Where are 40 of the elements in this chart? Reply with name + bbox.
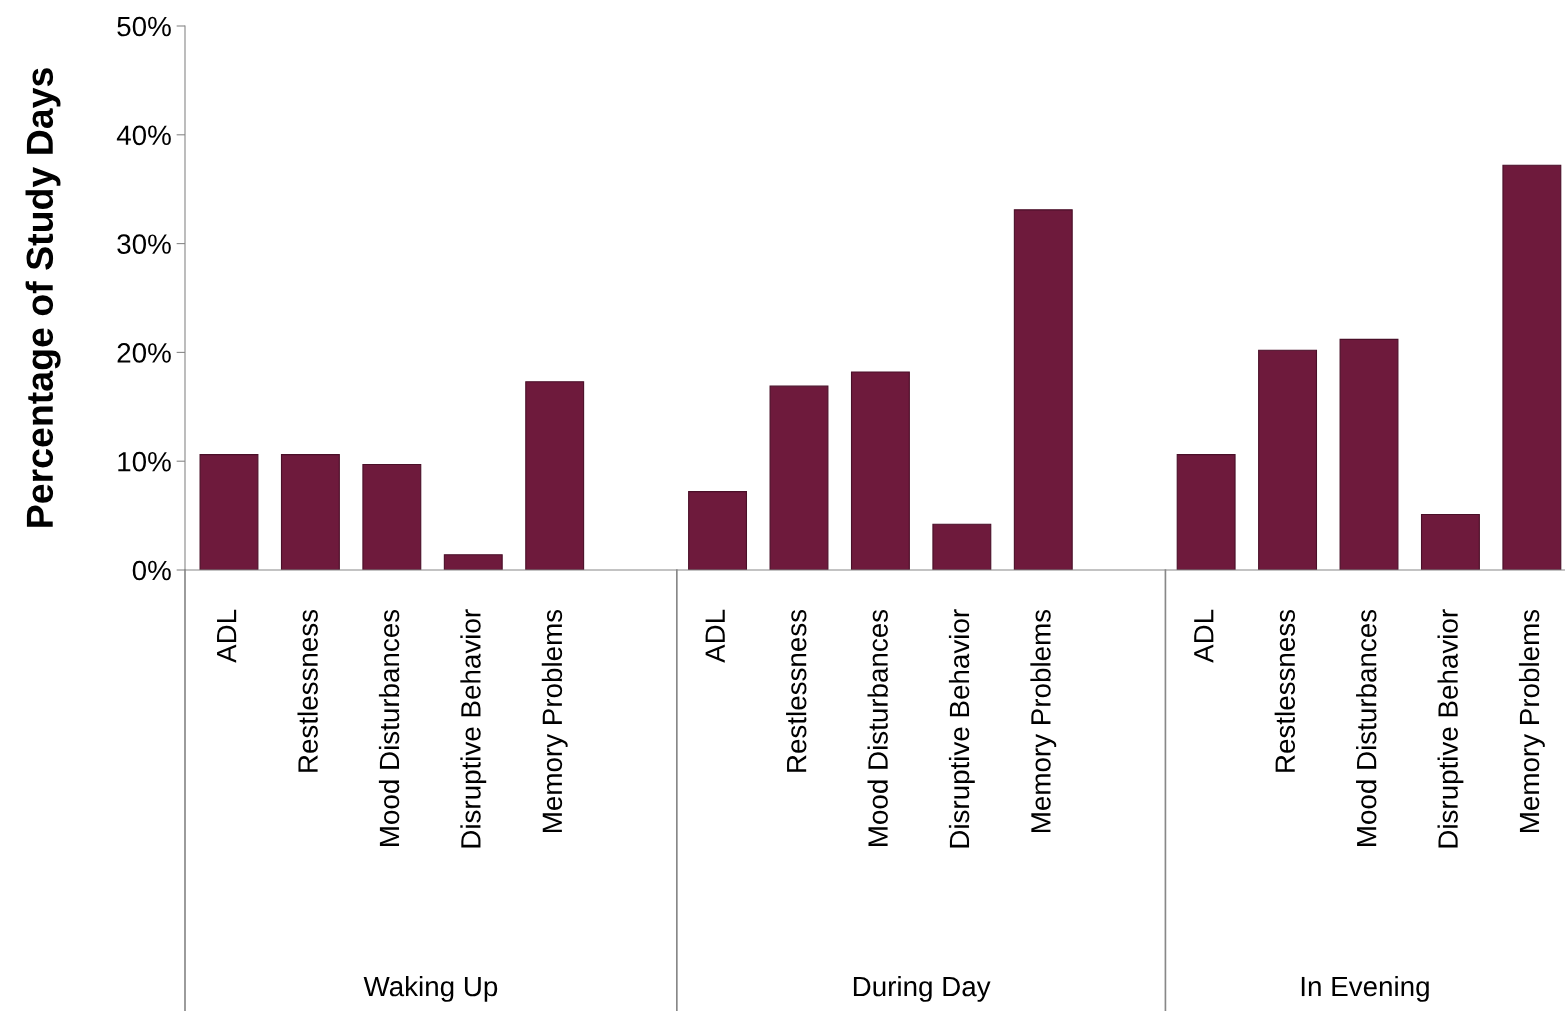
bar [362, 463, 422, 570]
x-tick-label: Disruptive Behavior [948, 609, 975, 848]
bar [1176, 454, 1236, 570]
bar [525, 381, 585, 570]
y-tick-label: 0% [132, 560, 171, 581]
x-tick-label: Mood Disturbances [867, 609, 888, 846]
text: Waking Up [363, 975, 498, 1002]
y-tick-label: 40% [116, 125, 171, 146]
x-tick-label: Memory Problems [1030, 609, 1057, 832]
x-tick-label: Restlessness [1274, 609, 1296, 772]
x-tick-label: Disruptive Behavior [1437, 609, 1464, 848]
bar [1339, 338, 1399, 570]
bar [280, 454, 340, 570]
y-tick-label: 20% [117, 343, 171, 363]
x-tick-label: Memory Problems [541, 609, 568, 832]
x-tick-label: Mood Disturbances [378, 609, 400, 846]
bar [932, 523, 992, 570]
y-tick-label: 30% [117, 234, 171, 254]
bar [1420, 513, 1480, 570]
bar [1013, 209, 1073, 570]
text: During Day [853, 975, 991, 1002]
text: In Evening [1301, 975, 1429, 1002]
x-tick-label: Restlessness [297, 609, 318, 772]
bar [1502, 164, 1562, 570]
x-tick-label: Disruptive Behavior [460, 609, 487, 848]
bar [1258, 349, 1318, 570]
bar [850, 371, 910, 570]
x-tick-label: ADL [217, 609, 237, 663]
x-tick-label: Memory Problems [1518, 609, 1545, 832]
bar [769, 385, 829, 570]
bar [443, 554, 503, 570]
x-tick-label: Mood Disturbances [1356, 609, 1377, 846]
y-tick-label: 10% [118, 451, 171, 472]
bar [688, 491, 748, 570]
x-tick-label: Restlessness [786, 609, 807, 772]
bar [199, 454, 259, 570]
y-tick-label: 50% [117, 16, 171, 37]
x-tick-label: ADL [1194, 609, 1214, 663]
x-tick-label: ADL [705, 609, 725, 663]
y-axis-title: Percentage of Study Days [25, 68, 61, 527]
